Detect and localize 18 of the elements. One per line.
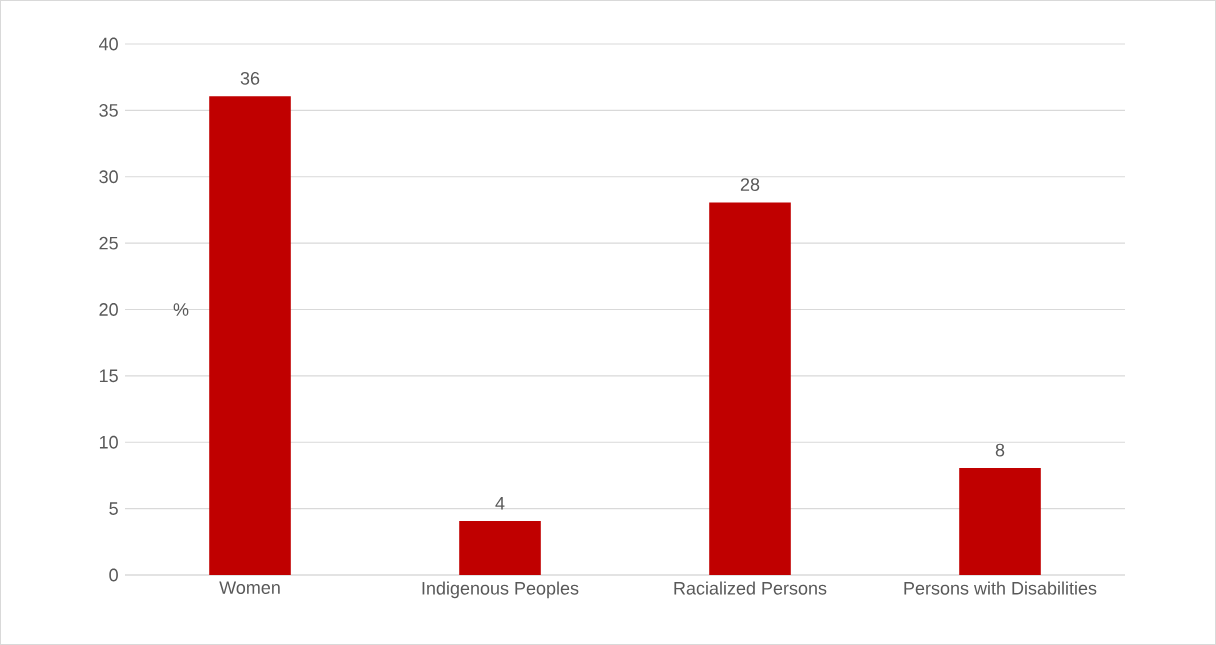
y-tick-label: 40 — [99, 37, 118, 51]
data-label: 4 — [495, 497, 505, 510]
y-tick-label: 35 — [99, 104, 118, 117]
y-tick-label: 5 — [109, 502, 118, 515]
y-tick-label: 30 — [99, 170, 118, 184]
y-tick-label: 25 — [99, 236, 118, 250]
x-tick-label: Indigenous Peoples — [422, 581, 579, 599]
x-tick-label: Persons with Disabilities — [904, 581, 1097, 595]
data-label: 28 — [740, 178, 760, 191]
x-tick-label: Racialized Persons — [674, 581, 827, 595]
y-tick-label: 15 — [99, 369, 118, 383]
y-tick-label: 10 — [99, 435, 118, 449]
y-tick-label: 20 — [99, 303, 118, 316]
y-tick-label: 0 — [109, 568, 118, 582]
data-label: 8 — [995, 443, 1005, 457]
data-label: 36 — [240, 71, 260, 85]
x-tick-label: Women — [219, 581, 280, 594]
y-axis-title: % — [173, 303, 189, 316]
